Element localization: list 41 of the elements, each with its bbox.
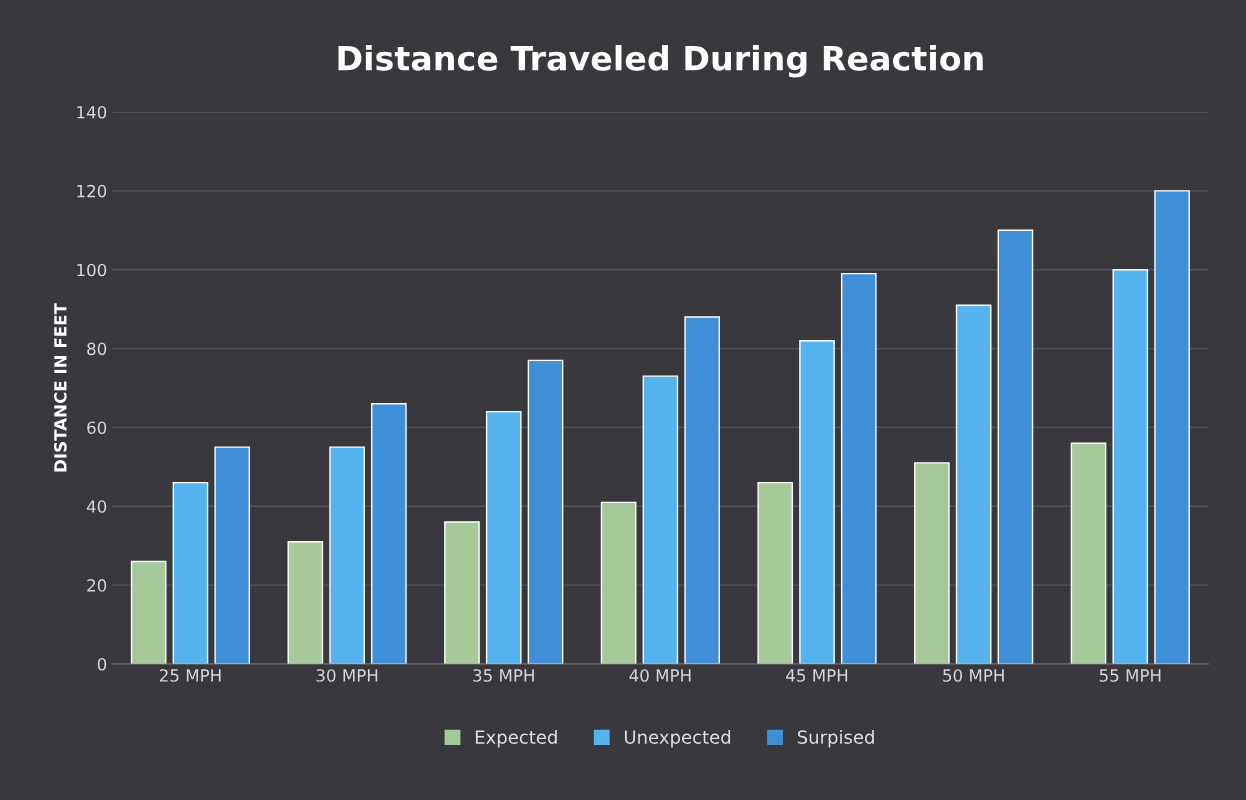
bar [371, 403, 407, 664]
y-tick-label: 40 [86, 500, 107, 513]
y-tick-label: 80 [87, 342, 107, 356]
y-tick-label: 60 [87, 421, 107, 434]
y-tick-label: 100 [77, 263, 107, 277]
legend-label: Surpised [797, 729, 874, 748]
x-tick-label: 35 MPH [473, 669, 534, 682]
bar [642, 375, 679, 664]
bar [485, 410, 522, 664]
y-axis-title: DISTANCE IN FEET [54, 303, 67, 472]
y-tick-label: 0 [97, 657, 107, 671]
bar [172, 481, 209, 664]
legend-label: Expected [475, 729, 557, 748]
y-tick-label: 20 [87, 579, 107, 592]
bar [444, 521, 480, 664]
bar [1070, 442, 1107, 664]
x-tick-label: 50 MPH [943, 669, 1004, 682]
bar [684, 316, 720, 664]
x-tick-label: 55 MPH [1099, 669, 1161, 682]
bar [130, 560, 167, 664]
legend-label: Unexpected [624, 729, 731, 748]
x-tick-label: 45 MPH [786, 669, 848, 682]
y-tick-label: 120 [77, 184, 107, 198]
x-tick-label: 25 MPH [159, 669, 221, 682]
bar [287, 541, 324, 664]
x-tick-label: 30 MPH [316, 669, 378, 682]
bar [997, 229, 1034, 664]
x-tick-label: 40 MPH [629, 669, 691, 682]
bar [600, 501, 637, 664]
bar [914, 462, 950, 664]
bar [757, 481, 794, 664]
y-tick-label: 140 [77, 105, 107, 119]
chart-title: Distance Traveled During Reaction [338, 45, 983, 78]
bar [1154, 190, 1190, 664]
bar [329, 446, 365, 664]
bar [955, 304, 992, 664]
bar [527, 359, 564, 664]
bar [840, 272, 877, 664]
bar [1112, 269, 1149, 664]
bar [799, 339, 835, 664]
bar [214, 446, 251, 664]
